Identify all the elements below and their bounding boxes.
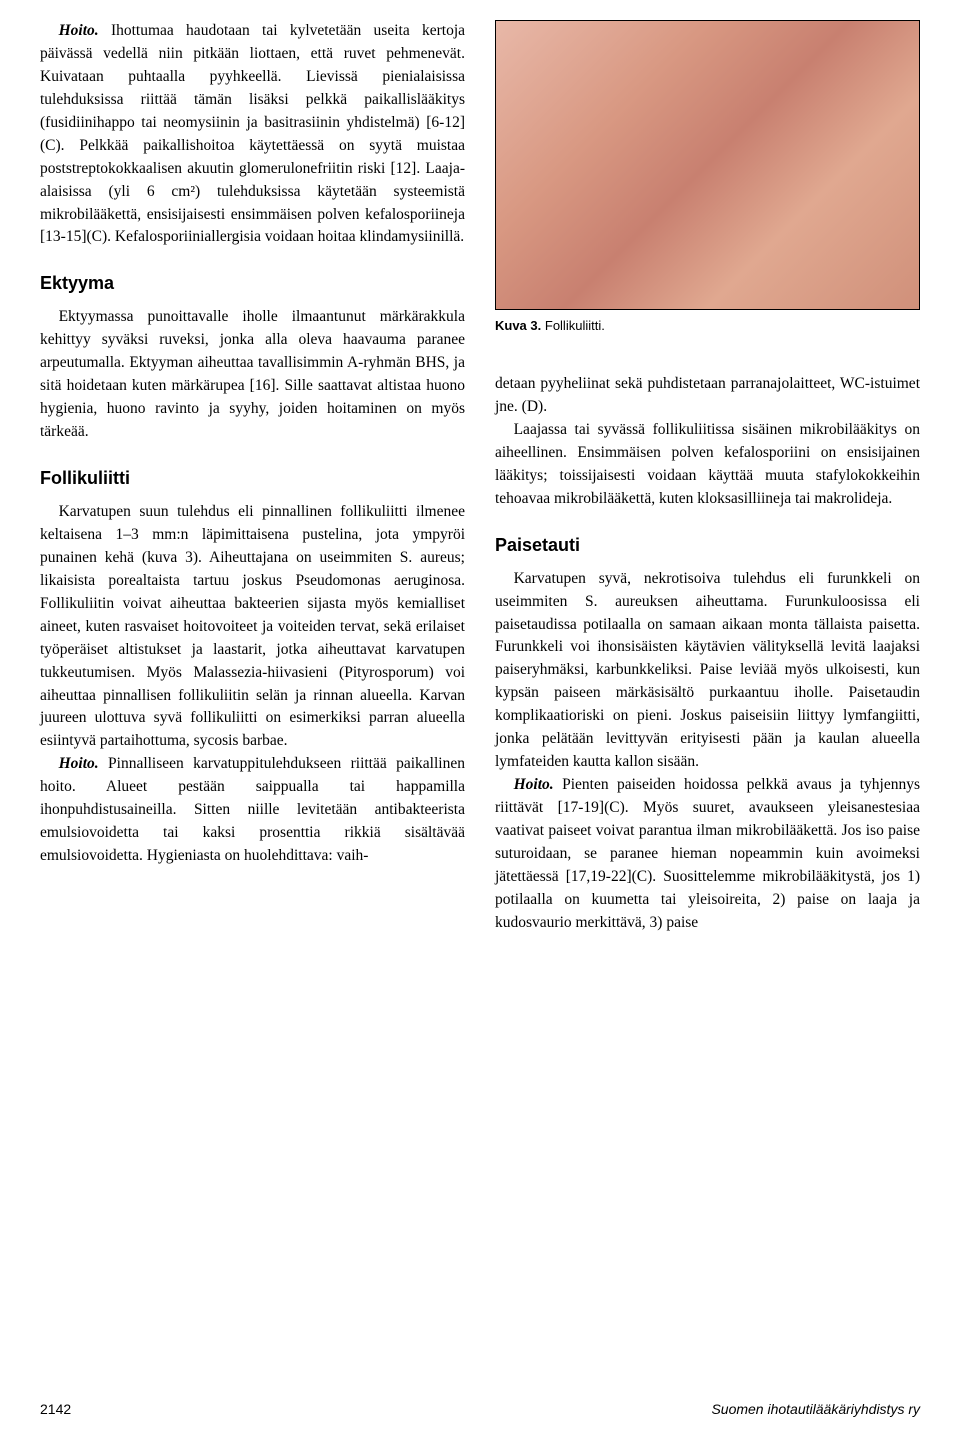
page-footer: 2142 Suomen ihotautilääkäriyhdistys ry — [40, 1401, 920, 1417]
figure-label: Kuva 3. — [495, 318, 541, 333]
intro-hoito-text: Ihottumaa haudotaan tai kylvetetään usei… — [40, 22, 465, 245]
figure-caption-text: Follikuliitti. — [545, 318, 605, 333]
paisetauti-heading: Paisetauti — [495, 535, 920, 556]
right-text-block: detaan pyyheliinat sekä puhdistetaan par… — [495, 373, 920, 935]
follikuliitti-heading: Follikuliitti — [40, 468, 465, 489]
paisetauti-hoito-text: Pienten paiseiden hoidossa pelkkä avaus … — [495, 776, 920, 931]
two-column-layout: Hoito. Ihottumaa haudotaan tai kylvetetä… — [40, 20, 920, 935]
follikuliitti-paragraph-1: Karvatupen suun tulehdus eli pinnallinen… — [40, 501, 465, 753]
follikuliitti-cont-paragraph: detaan pyyheliinat sekä puhdistetaan par… — [495, 373, 920, 419]
figure-3-caption: Kuva 3. Follikuliitti. — [495, 318, 920, 333]
ektyyma-heading: Ektyyma — [40, 273, 465, 294]
ektyyma-paragraph: Ektyymassa punoittavalle iholle ilmaantu… — [40, 306, 465, 444]
follikuliitti-paragraph-2: Laajassa tai syvässä follikuliitissa sis… — [495, 419, 920, 511]
hoito-label: Hoito. — [514, 776, 554, 793]
hoito-label: Hoito. — [59, 755, 99, 772]
hoito-label: Hoito. — [59, 22, 99, 39]
intro-hoito-paragraph: Hoito. Ihottumaa haudotaan tai kylvetetä… — [40, 20, 465, 249]
paisetauti-paragraph-1: Karvatupen syvä, nekrotisoiva tulehdus e… — [495, 568, 920, 774]
figure-3: Kuva 3. Follikuliitti. — [495, 20, 920, 333]
follikuliitti-hoito-text: Pinnalliseen karvatuppitulehdukseen riit… — [40, 755, 465, 864]
right-column: Kuva 3. Follikuliitti. detaan pyyheliina… — [495, 20, 920, 935]
follikuliitti-hoito-paragraph: Hoito. Pinnalliseen karvatuppitulehdukse… — [40, 753, 465, 868]
page-number: 2142 — [40, 1401, 71, 1417]
figure-3-image — [495, 20, 920, 310]
left-column: Hoito. Ihottumaa haudotaan tai kylvetetä… — [40, 20, 465, 935]
footer-source: Suomen ihotautilääkäriyhdistys ry — [711, 1401, 920, 1417]
paisetauti-hoito-paragraph: Hoito. Pienten paiseiden hoidossa pelkkä… — [495, 774, 920, 935]
